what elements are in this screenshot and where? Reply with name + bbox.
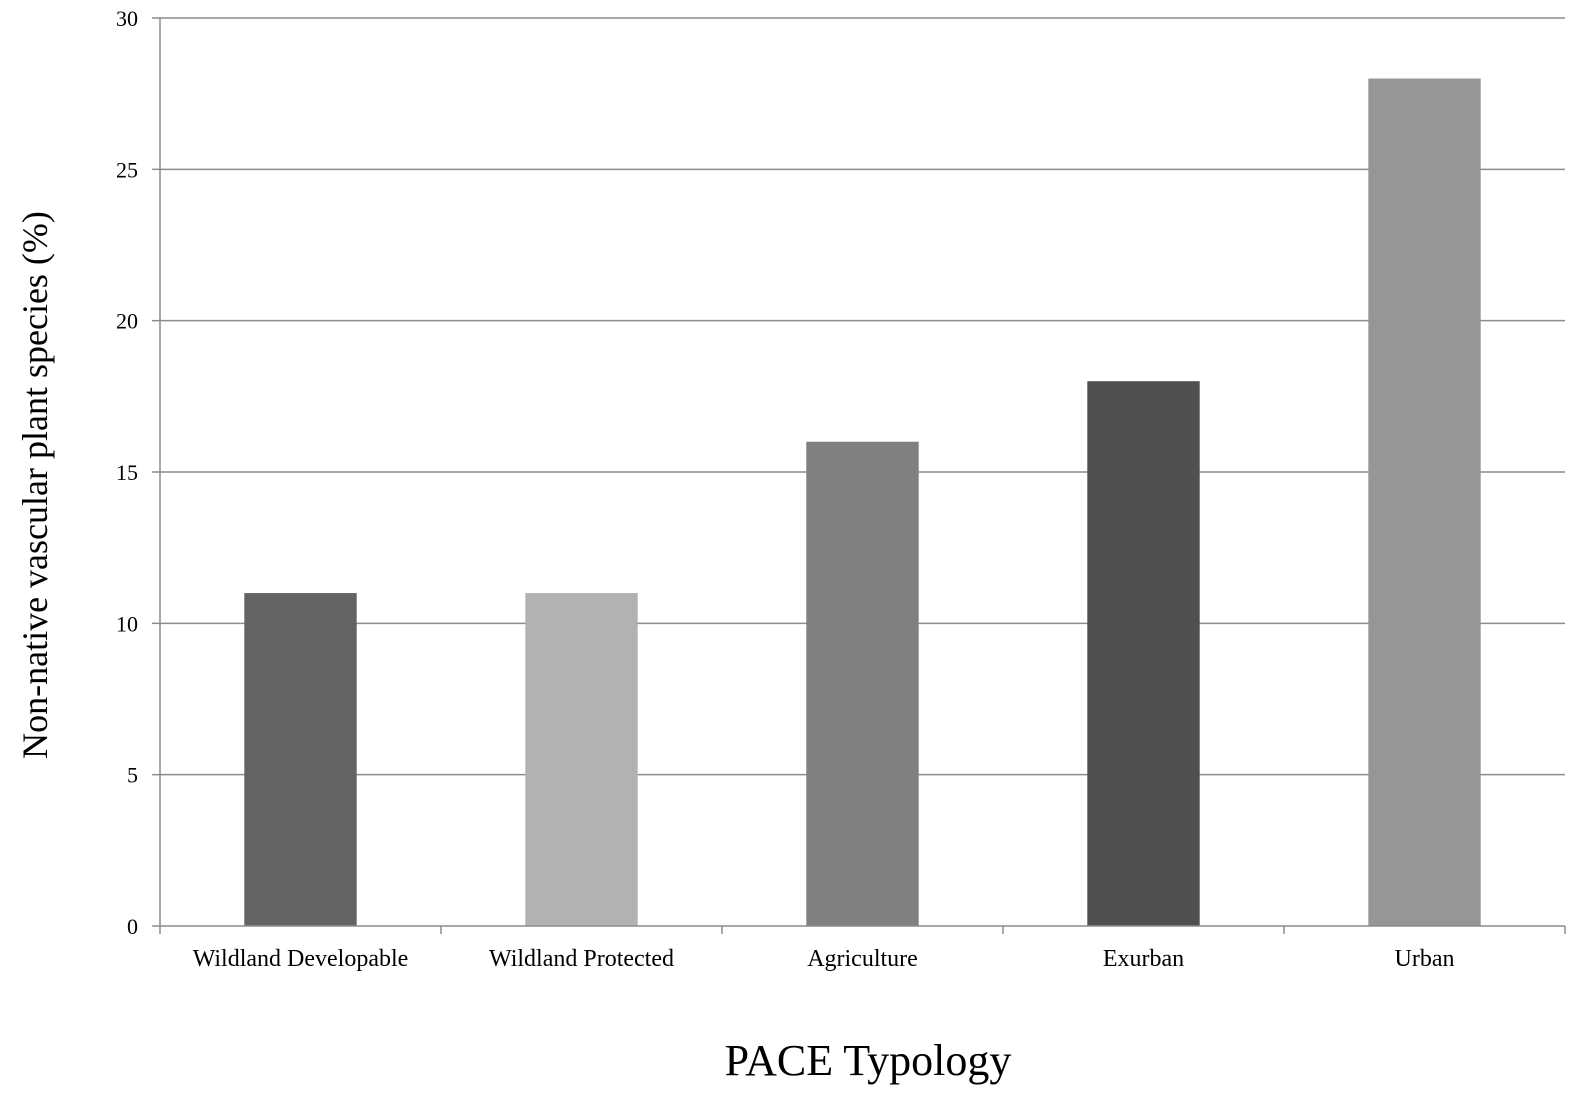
y-tick-label: 5: [127, 763, 138, 788]
x-axis-title: PACE Typology: [725, 1036, 1012, 1085]
bar-urban: [1368, 78, 1481, 927]
y-tick-label: 30: [116, 6, 138, 31]
x-tick-label: Wildland Developable: [193, 946, 409, 972]
x-tick-label: Urban: [1395, 946, 1455, 972]
y-tick-label: 25: [116, 157, 138, 182]
bar-exurban: [1087, 381, 1200, 926]
bar-agriculture: [806, 441, 919, 926]
bar-wildland-protected: [525, 593, 638, 926]
x-tick-label: Agriculture: [807, 946, 918, 972]
x-axis-ticks: Wildland Developable Wildland Protected Ag…: [159, 926, 1566, 972]
y-tick-label: 10: [116, 611, 138, 636]
y-axis-title: Non-native vascular plant species (%): [15, 211, 55, 759]
x-tick-label: Wildland Protected: [489, 946, 674, 972]
x-tick-label: Exurban: [1103, 946, 1184, 972]
bar-wildland-developable: [244, 593, 357, 926]
y-axis-ticks: 0 5 10 15 20 25 30: [116, 6, 160, 939]
bars: [244, 78, 1481, 927]
y-tick-label: 20: [116, 309, 138, 334]
y-tick-label: 0: [127, 914, 138, 939]
y-tick-label: 15: [116, 460, 138, 485]
